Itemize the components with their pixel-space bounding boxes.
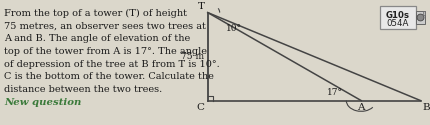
Text: New question: New question bbox=[4, 98, 81, 107]
Text: of depression of the tree at B from T is 10°.: of depression of the tree at B from T is… bbox=[4, 60, 219, 68]
Text: B: B bbox=[421, 104, 429, 112]
Text: A and B. The angle of elevation of the: A and B. The angle of elevation of the bbox=[4, 34, 190, 43]
Text: top of the tower from A is 17°. The angle: top of the tower from A is 17°. The angl… bbox=[4, 47, 206, 56]
Text: G10s: G10s bbox=[385, 11, 409, 20]
Text: A: A bbox=[356, 104, 364, 112]
Text: 75 m: 75 m bbox=[180, 52, 203, 61]
Text: 10°: 10° bbox=[225, 24, 241, 33]
Polygon shape bbox=[415, 11, 424, 24]
Text: distance between the two trees.: distance between the two trees. bbox=[4, 85, 162, 94]
Text: 054A: 054A bbox=[386, 20, 408, 28]
Text: 17°: 17° bbox=[326, 88, 342, 97]
Text: C is the bottom of the tower. Calculate the: C is the bottom of the tower. Calculate … bbox=[4, 72, 213, 81]
Text: T: T bbox=[197, 2, 204, 11]
FancyBboxPatch shape bbox=[379, 6, 415, 29]
Polygon shape bbox=[421, 11, 424, 15]
Text: From the top of a tower (T) of height: From the top of a tower (T) of height bbox=[4, 9, 187, 18]
Circle shape bbox=[416, 14, 423, 21]
Text: 75 metres, an observer sees two trees at: 75 metres, an observer sees two trees at bbox=[4, 21, 206, 30]
Text: C: C bbox=[197, 102, 204, 112]
